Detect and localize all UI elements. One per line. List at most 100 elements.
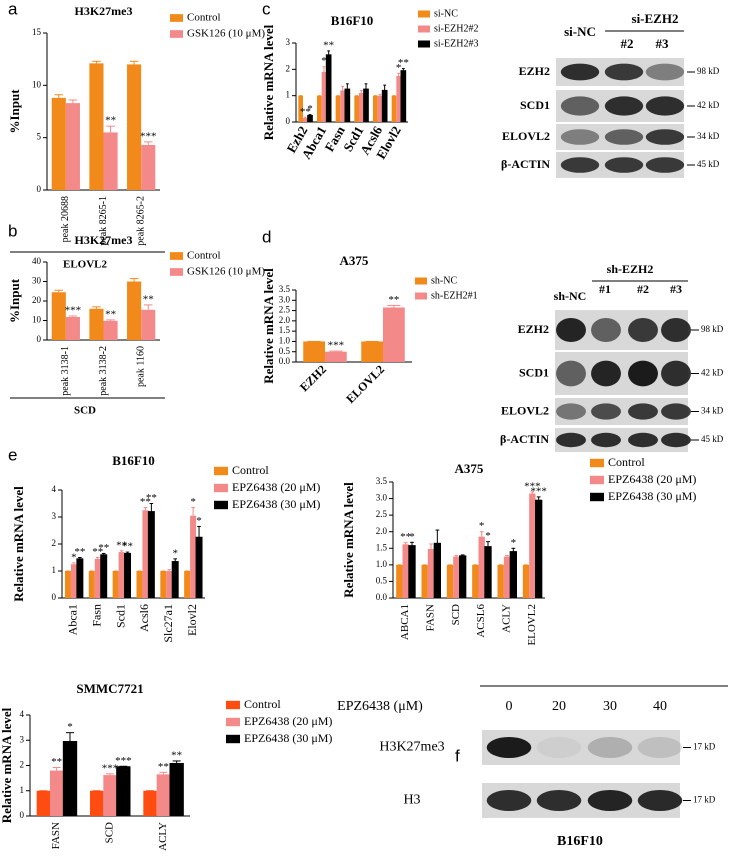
chart-title: H3K27me3 <box>75 4 133 18</box>
blot-size-label: 42 kD <box>701 368 724 378</box>
bar <box>340 90 345 122</box>
y-tick-label: 5 <box>37 132 42 142</box>
bar <box>317 95 322 122</box>
y-tick-label: 1.5 <box>279 325 291 335</box>
y-tick-label: 3.0 <box>279 294 291 304</box>
blot-header: #3 <box>656 36 670 51</box>
significance: * <box>190 496 196 508</box>
blot-header: #3 <box>670 282 682 296</box>
x-tick-label: peak 8265-2 <box>135 196 146 246</box>
band <box>628 318 658 342</box>
bar <box>497 564 504 598</box>
y-tick-label: 20 <box>32 295 42 305</box>
y-tick-label: 0.5 <box>279 346 291 356</box>
band <box>604 96 644 116</box>
legend-label: Control <box>187 250 221 262</box>
bar <box>112 571 119 598</box>
legend-swatch <box>226 734 240 744</box>
bar <box>65 316 80 340</box>
band <box>637 790 683 811</box>
chart-title: SMMC7721 <box>76 681 143 696</box>
y-tick-label: 3 <box>286 37 291 47</box>
blot-row-label: H3 <box>403 793 420 808</box>
bar <box>303 118 308 122</box>
significance: *** <box>328 340 345 352</box>
bar <box>472 564 479 598</box>
significance: ** <box>323 39 334 51</box>
x-tick-label: ACLY <box>501 604 513 633</box>
chart-title: B16F10 <box>331 13 374 28</box>
legend-swatch <box>214 500 228 510</box>
band <box>486 737 532 758</box>
x-tick-label: EZH2 <box>297 362 329 394</box>
y-tick-label: 30 <box>32 276 42 286</box>
band <box>604 63 644 81</box>
bar <box>94 558 101 598</box>
panel-label: a <box>8 0 18 18</box>
bar <box>124 552 132 599</box>
bar <box>100 554 108 599</box>
blot-header: sh-EZH2 <box>607 262 654 276</box>
bar <box>103 775 117 816</box>
blot-header: si-EZH2 <box>632 11 679 26</box>
blot-row-label: β-ACTIN <box>501 157 550 171</box>
blot-size-label: 45 kD <box>701 434 724 444</box>
x-tick-label: Fasn <box>90 604 104 627</box>
blot-size-label: 98 kD <box>701 324 724 334</box>
panel-label: c <box>262 0 271 18</box>
significance: *** <box>140 130 157 142</box>
y-tick-label: 0.5 <box>376 575 388 585</box>
bar <box>402 544 409 598</box>
significance: ** <box>146 492 157 504</box>
y-tick-label: 0 <box>37 334 42 344</box>
significance: * <box>396 62 402 74</box>
y-tick-label: 2.5 <box>376 509 388 519</box>
legend-swatch <box>170 252 183 260</box>
y-tick-label: 1 <box>52 565 57 575</box>
significance: ** <box>116 539 127 551</box>
legend-swatch <box>170 30 183 38</box>
bar <box>307 114 313 123</box>
x-tick-label: ABCA1 <box>399 604 411 640</box>
blot-header: #1 <box>599 282 611 296</box>
bar <box>381 89 388 123</box>
bar <box>509 551 517 599</box>
blot-row-label: ELOVL2 <box>501 403 549 417</box>
x-tick-label: peak 3138-2 <box>98 346 109 396</box>
legend-label: Control <box>187 12 221 24</box>
legend-label: sh-NC <box>431 275 457 286</box>
band <box>591 360 621 387</box>
bar <box>344 88 351 123</box>
bar <box>400 70 407 123</box>
blot-row-label: SCD1 <box>520 98 550 112</box>
band <box>560 157 600 173</box>
y-tick-label: 0 <box>286 116 291 126</box>
significance: *** <box>115 755 132 767</box>
bar <box>127 281 142 340</box>
panel-label: b <box>8 221 17 240</box>
blot-size-label: 98 kD <box>697 66 720 76</box>
bar <box>166 571 173 598</box>
bar <box>64 571 71 598</box>
bar <box>171 561 179 599</box>
band <box>628 403 658 420</box>
band <box>645 63 685 81</box>
band <box>560 63 600 81</box>
band <box>661 432 691 448</box>
significance: * <box>479 520 485 532</box>
blot-row-label: H3K27me3 <box>379 740 444 755</box>
x-tick-label: Slc27a1 <box>161 604 175 643</box>
x-tick-label: SCD <box>104 822 116 843</box>
bar <box>51 97 66 190</box>
band <box>587 737 633 758</box>
legend-label: EPZ6438 (20 μM) <box>232 480 320 494</box>
legend-swatch <box>214 466 228 476</box>
band <box>591 432 621 448</box>
legend-swatch <box>415 292 427 300</box>
legend-swatch <box>214 483 228 493</box>
y-axis-label: %Input <box>7 89 22 134</box>
x-tick-label: peak 1160 <box>135 346 146 387</box>
blot-header: si-NC <box>564 24 596 39</box>
legend-label: si-EZH2#3 <box>434 38 478 49</box>
blot-row-label: β-ACTIN <box>500 432 549 446</box>
